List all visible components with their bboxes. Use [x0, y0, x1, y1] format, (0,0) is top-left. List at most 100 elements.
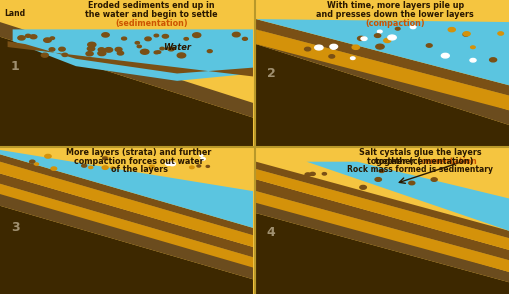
Circle shape [137, 45, 142, 48]
Text: together (​cementation): together (​cementation) [367, 156, 474, 166]
Circle shape [145, 37, 151, 41]
Polygon shape [0, 162, 253, 247]
Polygon shape [256, 19, 509, 96]
Polygon shape [256, 162, 509, 238]
Circle shape [376, 44, 384, 49]
Circle shape [384, 39, 391, 43]
Circle shape [102, 33, 109, 37]
Circle shape [111, 167, 115, 169]
Circle shape [242, 37, 247, 40]
Circle shape [89, 166, 93, 168]
Circle shape [330, 44, 337, 49]
Polygon shape [256, 29, 509, 125]
Circle shape [378, 30, 382, 33]
Circle shape [322, 173, 326, 175]
Circle shape [169, 162, 176, 166]
Polygon shape [0, 173, 253, 257]
Circle shape [30, 160, 35, 163]
Circle shape [304, 47, 310, 51]
Polygon shape [0, 22, 253, 118]
Circle shape [352, 45, 359, 49]
Polygon shape [256, 29, 509, 110]
Circle shape [201, 158, 205, 160]
Circle shape [233, 32, 240, 37]
Circle shape [197, 165, 201, 167]
Text: and presses down the lower layers: and presses down the lower layers [316, 10, 474, 19]
Circle shape [206, 166, 209, 167]
Circle shape [135, 41, 139, 44]
Circle shape [184, 38, 188, 40]
Circle shape [156, 51, 161, 54]
Circle shape [200, 155, 203, 156]
Circle shape [388, 35, 396, 40]
Circle shape [490, 58, 497, 62]
Text: (compaction): (compaction) [365, 19, 425, 28]
Circle shape [86, 52, 93, 56]
Circle shape [441, 53, 449, 58]
Circle shape [310, 172, 315, 176]
Circle shape [88, 42, 96, 47]
Circle shape [98, 51, 106, 56]
Circle shape [49, 48, 55, 51]
Circle shape [165, 162, 171, 165]
Circle shape [357, 36, 364, 41]
Polygon shape [256, 213, 509, 294]
Polygon shape [0, 37, 253, 147]
Text: Eroded sediments end up in: Eroded sediments end up in [89, 1, 215, 11]
Circle shape [103, 157, 107, 160]
Circle shape [59, 47, 65, 51]
Text: Water: Water [163, 43, 191, 51]
Circle shape [409, 181, 415, 185]
Circle shape [207, 50, 212, 53]
Polygon shape [8, 41, 253, 76]
Text: 2: 2 [267, 67, 275, 80]
Circle shape [140, 49, 149, 54]
Circle shape [154, 34, 159, 37]
Polygon shape [0, 154, 253, 235]
Polygon shape [0, 184, 253, 268]
Text: compaction forces out water: compaction forces out water [74, 156, 204, 166]
Polygon shape [256, 19, 509, 85]
Circle shape [50, 37, 54, 39]
Circle shape [44, 38, 51, 42]
Text: the water and begin to settle: the water and begin to settle [86, 10, 218, 19]
Circle shape [88, 46, 95, 51]
Circle shape [81, 164, 87, 167]
Circle shape [154, 51, 159, 54]
Circle shape [117, 51, 124, 55]
Circle shape [98, 48, 105, 51]
Text: together (cementation): together (cementation) [367, 156, 474, 166]
Circle shape [192, 33, 201, 38]
Text: Land: Land [5, 9, 26, 18]
Text: cementation: cementation [420, 156, 477, 166]
Circle shape [463, 33, 469, 36]
Circle shape [339, 54, 344, 56]
Text: 3: 3 [11, 221, 19, 234]
Circle shape [160, 47, 164, 50]
Polygon shape [256, 191, 509, 272]
Polygon shape [256, 44, 509, 147]
Circle shape [471, 46, 475, 49]
Circle shape [284, 32, 290, 36]
Circle shape [51, 167, 56, 170]
Polygon shape [256, 179, 509, 260]
Text: together (: together ( [375, 156, 420, 166]
Text: of the layers: of the layers [110, 165, 167, 174]
Circle shape [315, 45, 323, 50]
Text: More layers (strata) and further: More layers (strata) and further [67, 148, 212, 157]
Polygon shape [256, 169, 509, 250]
Circle shape [45, 154, 51, 158]
Circle shape [62, 53, 68, 56]
Circle shape [498, 32, 503, 35]
Circle shape [448, 28, 456, 32]
Circle shape [150, 165, 154, 168]
Polygon shape [0, 150, 253, 228]
Circle shape [329, 55, 334, 58]
Polygon shape [13, 29, 253, 81]
Polygon shape [306, 162, 509, 231]
Text: Rock mass formed is sedimentary: Rock mass formed is sedimentary [348, 165, 493, 174]
Circle shape [361, 37, 367, 41]
Circle shape [25, 34, 31, 37]
Circle shape [379, 169, 384, 173]
Circle shape [168, 47, 174, 51]
